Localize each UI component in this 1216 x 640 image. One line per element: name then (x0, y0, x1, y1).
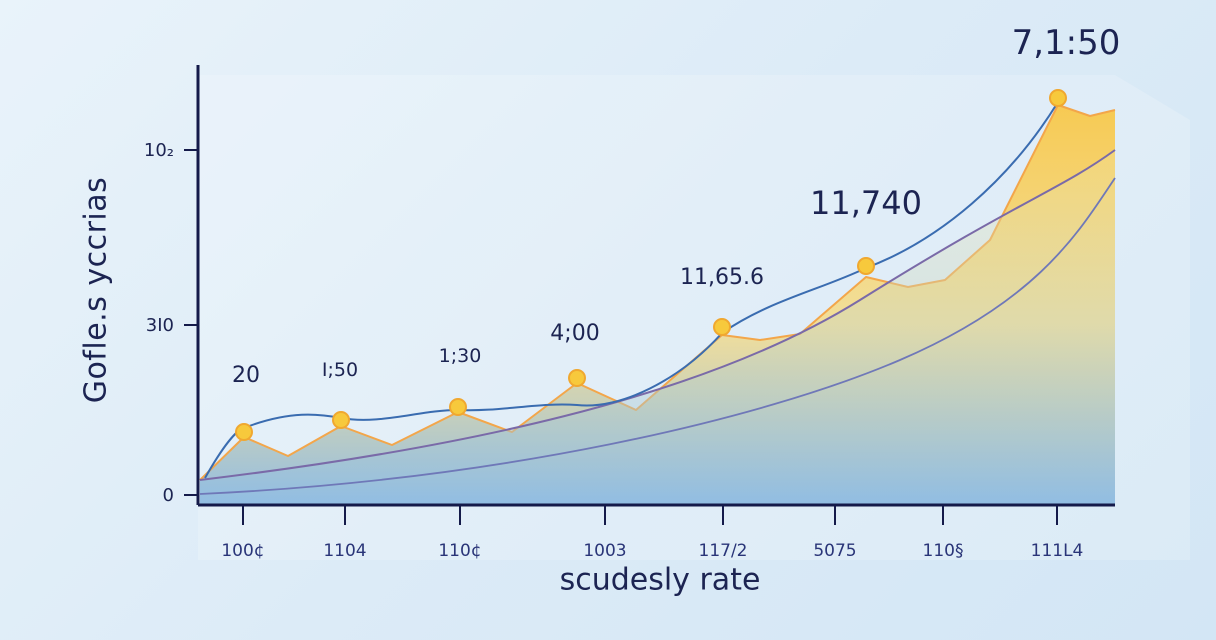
data-label: 7,1:50 (1012, 23, 1121, 63)
data-point (713, 318, 731, 336)
x-tick-label: 5075 (813, 541, 856, 561)
x-axis-title: scudesly rate (559, 562, 761, 598)
x-tick-label: 111L4 (1031, 541, 1084, 561)
x-tick-label: 110¢ (438, 541, 481, 561)
series-line (204, 101, 1059, 479)
data-label: 11,65.6 (680, 265, 764, 290)
data-label: 1;30 (439, 345, 482, 367)
x-tick-label: 100¢ (221, 541, 264, 561)
x-tick-label: 110§ (923, 541, 964, 561)
x-tick-label: 117/2 (699, 541, 748, 561)
data-point (235, 423, 253, 441)
data-label: 4;00 (550, 321, 599, 346)
data-point (332, 411, 350, 429)
y-tick-label: 3I0 (146, 315, 174, 336)
x-tick-label: 1104 (323, 541, 366, 561)
data-point (1049, 89, 1067, 107)
data-label: 11,740 (810, 184, 922, 222)
x-tick-label: 1003 (583, 541, 626, 561)
trend-line-1 (199, 149, 1116, 481)
data-label: 20 (232, 363, 260, 388)
data-point (568, 369, 586, 387)
lower-band (200, 150, 1115, 505)
data-point (449, 398, 467, 416)
y-tick-label: 10₂ (144, 140, 174, 161)
data-point (857, 257, 875, 275)
y-tick-label: 0 (163, 485, 174, 506)
trend-line-2 (199, 177, 1116, 495)
data-label: I;50 (322, 359, 358, 381)
